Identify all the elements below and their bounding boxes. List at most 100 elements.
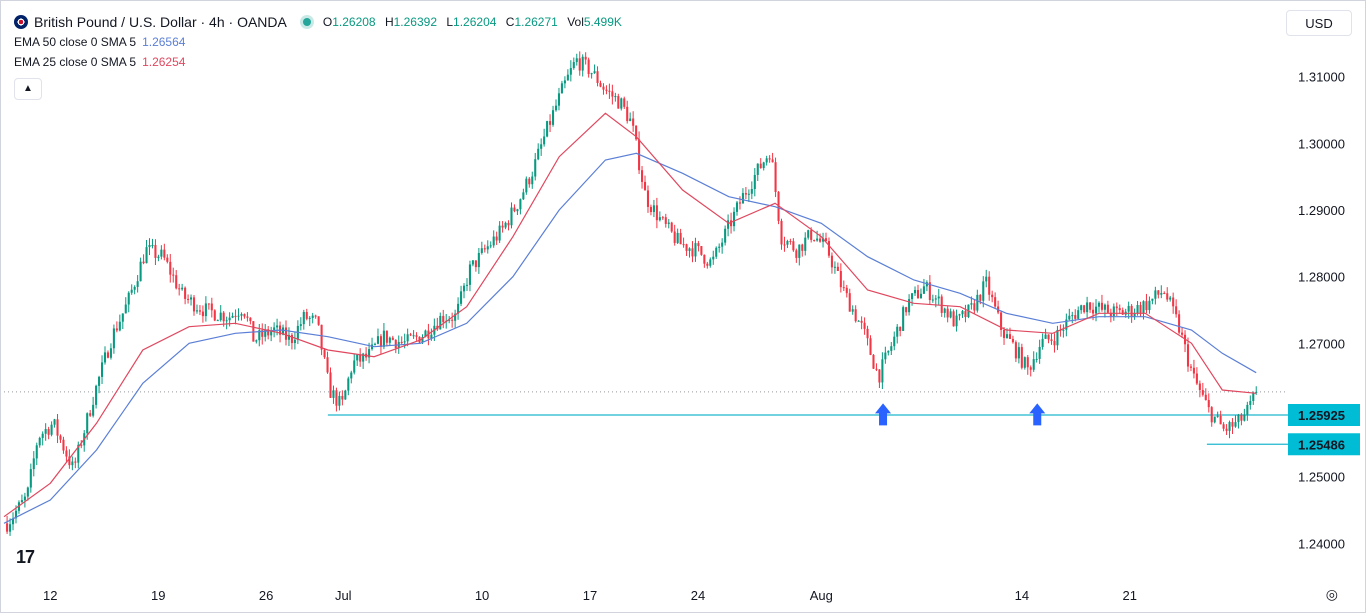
- candle-body: [169, 261, 172, 275]
- candle-body: [762, 162, 765, 169]
- candle-body: [314, 315, 317, 317]
- y-tick-label: 1.30000: [1298, 136, 1345, 151]
- candle-body: [225, 320, 228, 322]
- candle-body: [578, 58, 581, 71]
- candle-body: [1092, 309, 1095, 314]
- candle-body: [735, 202, 739, 212]
- candle-body: [109, 348, 112, 358]
- candle-body: [991, 294, 994, 298]
- candle-body: [486, 246, 489, 250]
- candle-body: [575, 58, 578, 63]
- candle-body: [822, 238, 825, 242]
- high-value: 1.26392: [393, 15, 438, 29]
- candle-body: [59, 435, 62, 440]
- candle-body: [679, 232, 682, 245]
- candle-body: [931, 299, 934, 301]
- candle-body: [412, 335, 415, 337]
- candle-body: [501, 225, 504, 228]
- candle-body: [1005, 334, 1009, 338]
- candle-body: [1192, 367, 1195, 374]
- indicator-ema25-label: EMA 25 close 0 SMA 5: [14, 55, 137, 69]
- candle-body: [228, 317, 231, 321]
- candle-body: [14, 510, 18, 519]
- price-label-2: 1.25486: [1298, 437, 1345, 452]
- candle-body: [587, 59, 590, 75]
- candle-body: [11, 518, 15, 525]
- candle-body: [1089, 302, 1092, 310]
- candle-body: [1068, 315, 1071, 320]
- candle-body: [258, 330, 261, 341]
- candle-body: [38, 437, 41, 446]
- candle-body: [1080, 305, 1083, 311]
- candle-body: [827, 241, 831, 256]
- collapse-legend-button[interactable]: ▲: [14, 78, 42, 100]
- symbol-title[interactable]: British Pound / U.S. Dollar · 4h · OANDA: [34, 14, 287, 30]
- candle-body: [1041, 338, 1044, 347]
- up-arrow-2: [1029, 403, 1046, 426]
- candle-body: [899, 326, 902, 331]
- candle-body: [584, 56, 587, 60]
- candle-body: [599, 82, 602, 87]
- candle-body: [617, 96, 620, 109]
- candle-body: [148, 245, 151, 248]
- candle-body: [237, 315, 240, 317]
- candle-body: [457, 303, 460, 314]
- candle-body: [1169, 297, 1172, 300]
- candle-body: [1160, 293, 1163, 295]
- candle-body: [1133, 313, 1136, 317]
- candle-body: [1145, 301, 1148, 311]
- candle-body: [451, 319, 454, 321]
- candle-body: [747, 193, 750, 195]
- indicator-ema25[interactable]: EMA 25 close 0 SMA 5 1.26254: [14, 52, 622, 72]
- candle-body: [697, 243, 700, 247]
- candle-body: [1225, 428, 1228, 431]
- candle-body: [394, 339, 397, 349]
- candle-body: [884, 352, 887, 360]
- candle-body: [1246, 404, 1249, 415]
- candle-body: [231, 315, 234, 318]
- candle-body: [1032, 359, 1035, 370]
- candle-body: [284, 327, 288, 340]
- candle-body: [560, 83, 563, 94]
- candle-body: [554, 105, 558, 111]
- candle-body: [593, 71, 596, 74]
- candle-body: [1109, 312, 1112, 317]
- candle-body: [614, 96, 617, 98]
- candle-body: [875, 368, 878, 370]
- candle-body: [768, 158, 771, 160]
- candle-body: [979, 294, 982, 301]
- candle-body: [465, 284, 469, 286]
- candle-body: [1000, 312, 1003, 330]
- candle-body: [1062, 329, 1065, 331]
- candle-body: [854, 309, 857, 322]
- candle-body: [605, 89, 608, 91]
- candle-body: [540, 144, 543, 149]
- candle-body: [415, 335, 418, 337]
- candle-body: [830, 255, 833, 268]
- currency-select[interactable]: USD: [1286, 10, 1352, 36]
- candle-body: [1011, 338, 1014, 343]
- candle-body: [519, 199, 522, 210]
- candle-body: [261, 330, 264, 337]
- gear-icon[interactable]: ◎: [1325, 586, 1338, 602]
- candle-body: [216, 320, 219, 322]
- candle-body: [181, 287, 184, 290]
- candle-body: [448, 319, 451, 321]
- tradingview-logo[interactable]: 17: [16, 547, 35, 567]
- candle-body: [658, 217, 661, 221]
- candle-body: [1255, 391, 1258, 393]
- candle-body: [347, 378, 350, 391]
- candle-body: [1163, 293, 1166, 295]
- candle-body: [557, 93, 561, 106]
- candle-body: [80, 444, 83, 446]
- candle-body: [700, 246, 703, 255]
- indicator-ema50[interactable]: EMA 50 close 0 SMA 5 1.26564: [14, 32, 622, 52]
- candle-body: [1198, 383, 1201, 391]
- candle-body: [477, 252, 480, 268]
- candle-body: [1204, 394, 1207, 401]
- candle-body: [388, 337, 391, 343]
- candle-body: [1008, 334, 1012, 339]
- candle-body: [596, 71, 599, 83]
- candle-body: [320, 324, 323, 350]
